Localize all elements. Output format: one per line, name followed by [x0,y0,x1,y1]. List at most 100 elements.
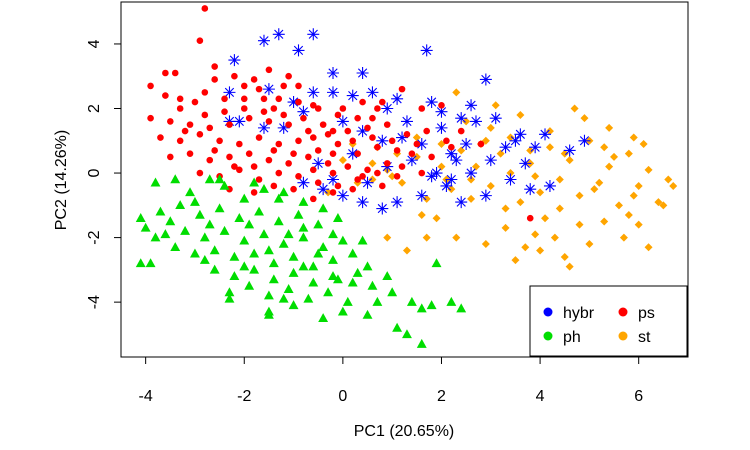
point-ph [313,219,324,229]
point-st [338,156,347,165]
point-ph [150,232,161,242]
point-ps [186,150,194,157]
point-hybr [435,121,448,134]
point-ph [337,235,348,245]
point-st [388,172,397,181]
point-ps [201,111,209,119]
point-hybr [445,173,458,186]
y-axis: -4 -2 0 2 4 [86,39,122,309]
point-hybr [356,67,369,79]
y-tick-label: -4 [86,295,103,309]
point-ph [392,322,403,332]
point-st [531,172,540,181]
point-ps [167,118,174,125]
point-ps [379,98,386,106]
point-ps [393,172,401,180]
point-ps [245,150,253,157]
point-st [600,217,609,226]
point-hybr [425,96,438,109]
y-axis-title: PC2 (14.26%) [53,130,70,231]
point-ps [374,169,381,177]
point-ph [239,261,250,271]
point-ps [403,131,411,138]
point-ps [250,163,258,170]
point-ph [416,303,427,313]
point-ps [309,195,317,203]
point-st [324,188,333,197]
point-ph [219,225,230,235]
point-ps [334,140,342,148]
point-st [634,220,643,229]
legend-label-ph: ph [563,329,581,346]
point-st [580,114,589,123]
point-st [605,123,614,132]
point-st [614,201,623,210]
point-hybr [450,154,463,167]
point-ps [324,160,332,167]
point-ph [268,274,279,284]
point-ps [255,85,263,93]
x-axis-title: PC1 (20.65%) [354,423,455,440]
point-ph [273,216,284,226]
point-ps [344,163,352,170]
point-ph [259,229,269,239]
legend-label-ps: ps [638,305,655,322]
point-st [595,178,604,187]
point-hybr [440,179,453,192]
point-st [481,240,490,249]
point-st [402,246,411,255]
point-ps [329,169,337,177]
points-layer [135,5,678,348]
point-ps [354,150,361,157]
point-hybr [514,128,527,141]
point-hybr [356,196,369,209]
point-st [570,104,579,113]
point-hybr [297,176,310,189]
point-ph [224,293,235,303]
point-ps [329,150,337,157]
point-ps [255,134,263,141]
point-ps [285,121,292,128]
point-ps [221,95,228,103]
point-ph [180,225,191,235]
point-ps [349,137,357,145]
point-st [491,101,500,110]
point-ph [352,267,363,277]
point-ph [254,206,264,216]
point-ps [339,105,347,112]
point-ph [293,209,304,219]
point-ps [255,176,263,183]
point-ph [406,296,417,306]
point-ph [194,209,205,219]
point-ph [263,245,274,255]
point-hybr [469,115,482,128]
point-st [634,181,643,190]
point-st [422,233,431,242]
legend-marker-st [618,331,628,341]
point-st [398,178,407,187]
point-ph [313,248,324,258]
point-ps [201,5,209,12]
point-ps [196,131,204,138]
x-tick-label: 0 [338,388,347,405]
point-ph [288,267,299,277]
point-ps [231,72,238,80]
point-ps [329,127,337,135]
point-ps [176,95,184,103]
point-hybr [499,141,512,154]
point-st [536,246,545,255]
point-st [624,211,633,219]
point-ps [206,124,214,132]
point-ph [204,219,215,229]
point-ph [229,251,240,261]
point-hybr [307,86,320,99]
point-hybr [376,202,389,215]
point-ps [280,111,288,119]
point-hybr [430,167,443,180]
point-ph [382,271,393,281]
point-ph [185,187,195,197]
series-st [324,88,678,271]
point-st [526,146,535,155]
point-st [659,201,668,210]
point-ps [408,150,416,157]
